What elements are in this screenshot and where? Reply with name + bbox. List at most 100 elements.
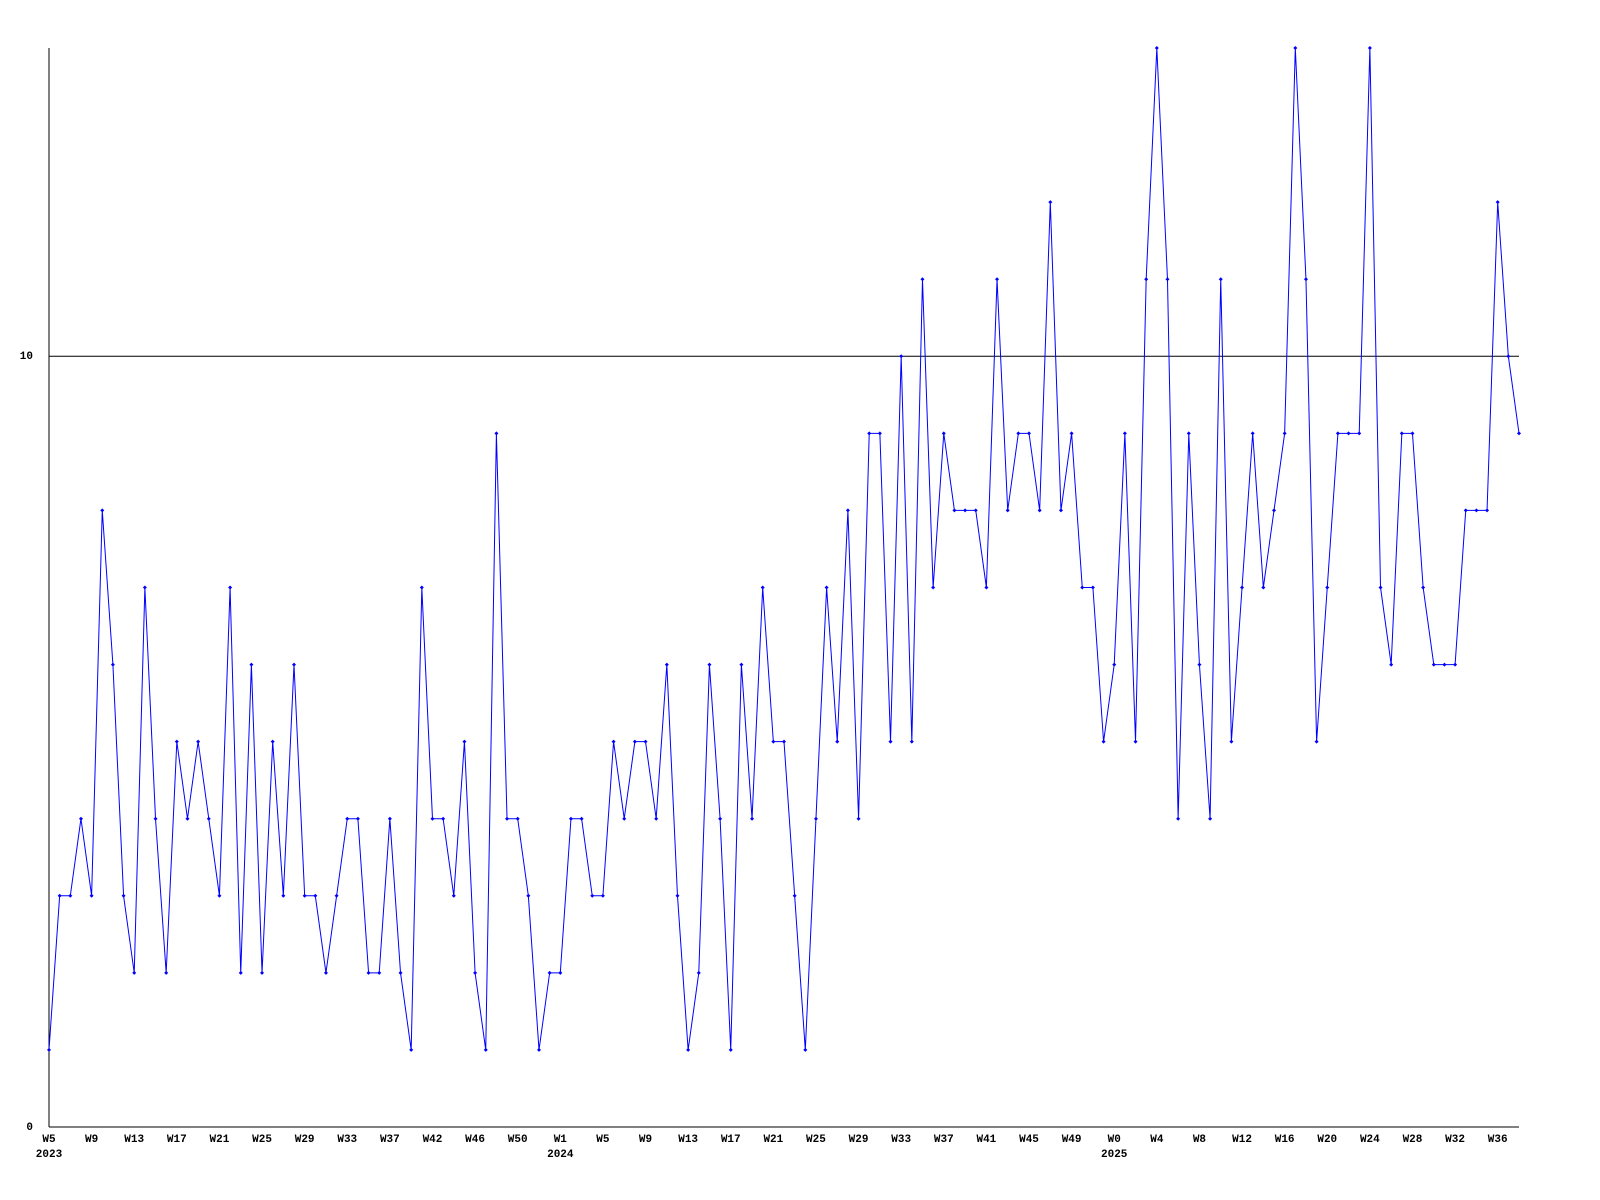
data-point xyxy=(345,816,350,821)
data-point xyxy=(110,662,115,667)
data-point xyxy=(718,816,723,821)
data-point xyxy=(1293,46,1298,50)
data-point xyxy=(1282,431,1287,436)
data-point xyxy=(973,508,978,513)
x-tick-label: W17 xyxy=(721,1134,741,1146)
data-point xyxy=(249,662,254,667)
x-tick-label: W29 xyxy=(849,1134,869,1146)
data-point xyxy=(1005,508,1010,513)
data-point xyxy=(590,893,595,898)
x-tick-label: W42 xyxy=(423,1134,443,1146)
x-tick-label: W28 xyxy=(1403,1134,1423,1146)
data-point xyxy=(409,1047,414,1052)
x-tick-label: W0 xyxy=(1108,1134,1121,1146)
data-point xyxy=(89,893,94,898)
data-point xyxy=(398,970,403,975)
data-point xyxy=(270,739,275,744)
data-point xyxy=(185,816,190,821)
data-point xyxy=(845,508,850,513)
data-point xyxy=(1165,277,1170,282)
year-label: 2025 xyxy=(1101,1149,1128,1161)
data-point xyxy=(196,739,201,744)
data-point xyxy=(419,585,424,590)
y-tick-label: 0 xyxy=(26,1122,33,1134)
data-point xyxy=(707,662,712,667)
data-point xyxy=(483,1047,488,1052)
data-point xyxy=(1176,816,1181,821)
data-point xyxy=(654,816,659,821)
x-tick-label: W32 xyxy=(1445,1134,1465,1146)
data-point xyxy=(1314,739,1319,744)
data-point xyxy=(1410,431,1415,436)
data-point xyxy=(1186,431,1191,436)
data-point xyxy=(366,970,371,975)
data-point xyxy=(100,508,105,513)
data-point xyxy=(995,277,1000,282)
data-point xyxy=(696,970,701,975)
x-tick-label: W45 xyxy=(1019,1134,1039,1146)
x-tick-label: W9 xyxy=(639,1134,652,1146)
data-point xyxy=(1335,431,1340,436)
data-point xyxy=(57,893,62,898)
data-point xyxy=(547,970,552,975)
data-point xyxy=(622,816,627,821)
x-tick-label: W21 xyxy=(210,1134,230,1146)
x-tick-label: W37 xyxy=(380,1134,400,1146)
data-point xyxy=(441,816,446,821)
data-point xyxy=(121,893,126,898)
data-point xyxy=(750,816,755,821)
data-point xyxy=(153,816,158,821)
data-point xyxy=(292,662,296,667)
data-point xyxy=(931,585,936,590)
x-tick-label: W20 xyxy=(1317,1134,1337,1146)
x-tick-label: W16 xyxy=(1275,1134,1295,1146)
x-tick-label: W33 xyxy=(891,1134,911,1146)
data-point xyxy=(1442,662,1447,667)
data-point xyxy=(494,431,499,436)
data-point xyxy=(1325,585,1330,590)
data-point xyxy=(47,1047,51,1052)
data-point xyxy=(323,970,328,975)
data-point xyxy=(1517,431,1521,436)
data-point xyxy=(760,585,765,590)
data-point xyxy=(1101,739,1106,744)
data-point xyxy=(1495,200,1500,205)
data-point xyxy=(1485,508,1490,513)
data-point xyxy=(1303,277,1308,282)
x-tick-label: W49 xyxy=(1062,1134,1082,1146)
data-point xyxy=(1154,46,1159,50)
x-tick-label: W17 xyxy=(167,1134,187,1146)
data-point xyxy=(132,970,137,975)
data-point xyxy=(164,970,169,975)
data-point xyxy=(920,277,925,282)
data-point xyxy=(792,893,797,898)
x-tick-label: W9 xyxy=(85,1134,98,1146)
data-point xyxy=(68,893,73,898)
data-point xyxy=(302,893,307,898)
x-tick-label: W21 xyxy=(763,1134,783,1146)
year-label: 2023 xyxy=(36,1149,63,1161)
data-point xyxy=(1112,662,1117,667)
data-point xyxy=(952,508,957,513)
x-tick-label: W13 xyxy=(124,1134,144,1146)
data-point xyxy=(1058,508,1063,513)
data-point xyxy=(451,893,456,898)
data-point xyxy=(675,893,680,898)
x-tick-label: W37 xyxy=(934,1134,954,1146)
data-point xyxy=(686,1047,691,1052)
data-point xyxy=(632,739,637,744)
data-point xyxy=(281,893,286,898)
x-tick-label: W24 xyxy=(1360,1134,1380,1146)
data-point xyxy=(611,739,616,744)
data-point xyxy=(835,739,840,744)
data-point xyxy=(558,970,563,975)
data-point xyxy=(174,739,179,744)
data-point xyxy=(1453,662,1458,667)
data-point xyxy=(217,893,222,898)
data-point xyxy=(238,970,243,975)
x-tick-label: W50 xyxy=(508,1134,528,1146)
x-tick-label: W5 xyxy=(42,1134,56,1146)
data-point xyxy=(1090,585,1095,590)
